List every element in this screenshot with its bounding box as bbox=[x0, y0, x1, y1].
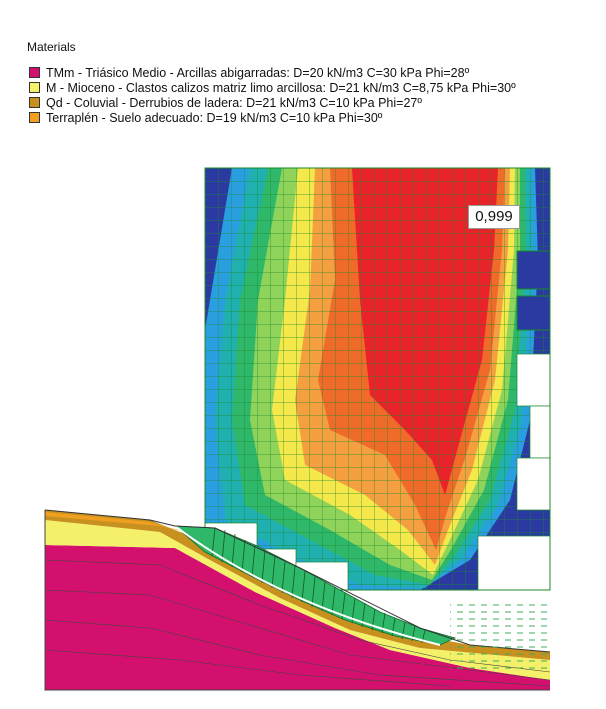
safety-factor-contour-map bbox=[205, 168, 550, 598]
dashed-piezometric-zone bbox=[450, 600, 550, 670]
factor-of-safety-label: 0,999 bbox=[468, 205, 520, 229]
